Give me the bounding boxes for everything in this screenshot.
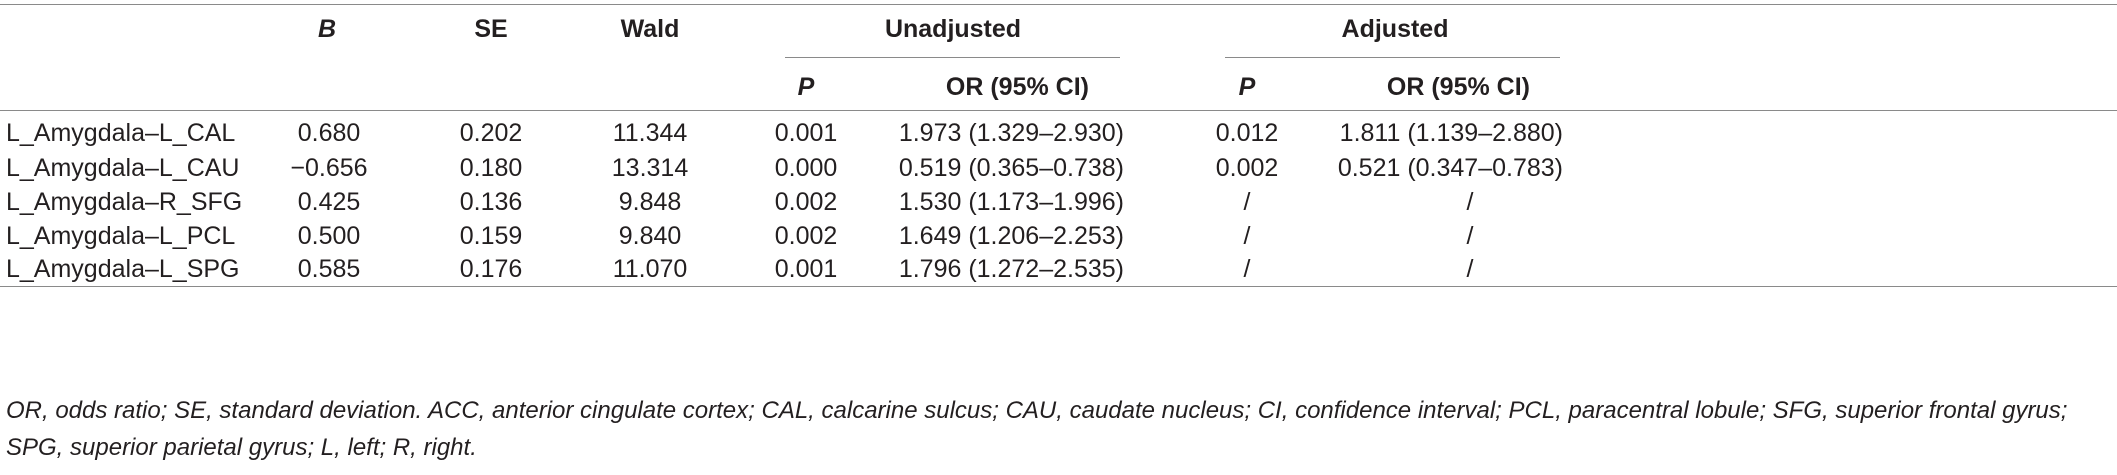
cell-adjusted-p: / — [1243, 222, 1251, 250]
cell-unadjusted-p: 0.001 — [774, 255, 838, 283]
adjusted-group-rule — [1225, 57, 1560, 58]
header-adjusted-or: OR (95% CI) — [1386, 73, 1530, 101]
cell-adjusted-or: 0.521 (0.347–0.783) — [1337, 154, 1563, 182]
cell-adjusted-or: / — [1466, 188, 1474, 216]
table-footnote: OR, odds ratio; SE, standard deviation. … — [6, 397, 2068, 461]
cell-unadjusted-or: 1.796 (1.272–2.535) — [898, 255, 1124, 283]
cell-unadjusted-p: 0.002 — [774, 222, 838, 250]
cell-b: 0.500 — [297, 222, 361, 250]
header-bottom-rule — [0, 110, 2117, 111]
cell-se: 0.136 — [459, 188, 523, 216]
cell-se: 0.180 — [459, 154, 523, 182]
cell-se: 0.202 — [459, 119, 523, 147]
header-unadjusted-or: OR (95% CI) — [945, 73, 1089, 101]
header-wald: Wald — [620, 15, 680, 43]
top-rule — [0, 4, 2117, 5]
header-adjusted-p: P — [1238, 73, 1256, 101]
cell-unadjusted-or: 1.973 (1.329–2.930) — [898, 119, 1124, 147]
header-se: SE — [474, 15, 508, 43]
cell-wald: 9.840 — [618, 222, 682, 250]
cell-adjusted-or: / — [1466, 222, 1474, 250]
cell-adjusted-p: / — [1243, 255, 1251, 283]
body-bottom-rule — [0, 286, 2117, 287]
cell-unadjusted-p: 0.001 — [774, 119, 838, 147]
cell-b: −0.656 — [290, 154, 368, 182]
cell-se: 0.176 — [459, 255, 523, 283]
cell-adjusted-or: / — [1466, 255, 1474, 283]
cell-unadjusted-or: 1.649 (1.206–2.253) — [898, 222, 1124, 250]
cell-adjusted-p: 0.012 — [1215, 119, 1279, 147]
cell-wald: 9.848 — [618, 188, 682, 216]
header-b: B — [317, 15, 337, 43]
cell-wald: 13.314 — [611, 154, 689, 182]
cell-unadjusted-or: 0.519 (0.365–0.738) — [898, 154, 1124, 182]
header-unadjusted: Unadjusted — [884, 15, 1022, 43]
cell-wald: 11.344 — [612, 119, 688, 147]
cell-adjusted-p: 0.002 — [1215, 154, 1279, 182]
header-unadjusted-p: P — [797, 73, 815, 101]
cell-wald: 11.070 — [612, 255, 688, 283]
cell-b: 0.425 — [297, 188, 361, 216]
row-label: L_Amygdala–L_CAL — [6, 119, 236, 147]
unadjusted-group-rule — [785, 57, 1120, 58]
row-label: L_Amygdala–L_SPG — [6, 255, 240, 283]
cell-b: 0.680 — [297, 119, 361, 147]
cell-se: 0.159 — [459, 222, 523, 250]
cell-unadjusted-p: 0.000 — [774, 154, 838, 182]
cell-adjusted-or: 1.811 (1.139–2.880) — [1339, 119, 1563, 147]
cell-unadjusted-p: 0.002 — [774, 188, 838, 216]
row-label: L_Amygdala–L_CAU — [6, 154, 240, 182]
cell-unadjusted-or: 1.530 (1.173–1.996) — [898, 188, 1124, 216]
row-label: L_Amygdala–R_SFG — [6, 188, 243, 216]
cell-b: 0.585 — [297, 255, 361, 283]
cell-adjusted-p: / — [1243, 188, 1251, 216]
row-label: L_Amygdala–L_PCL — [6, 222, 236, 250]
header-adjusted: Adjusted — [1341, 15, 1449, 43]
